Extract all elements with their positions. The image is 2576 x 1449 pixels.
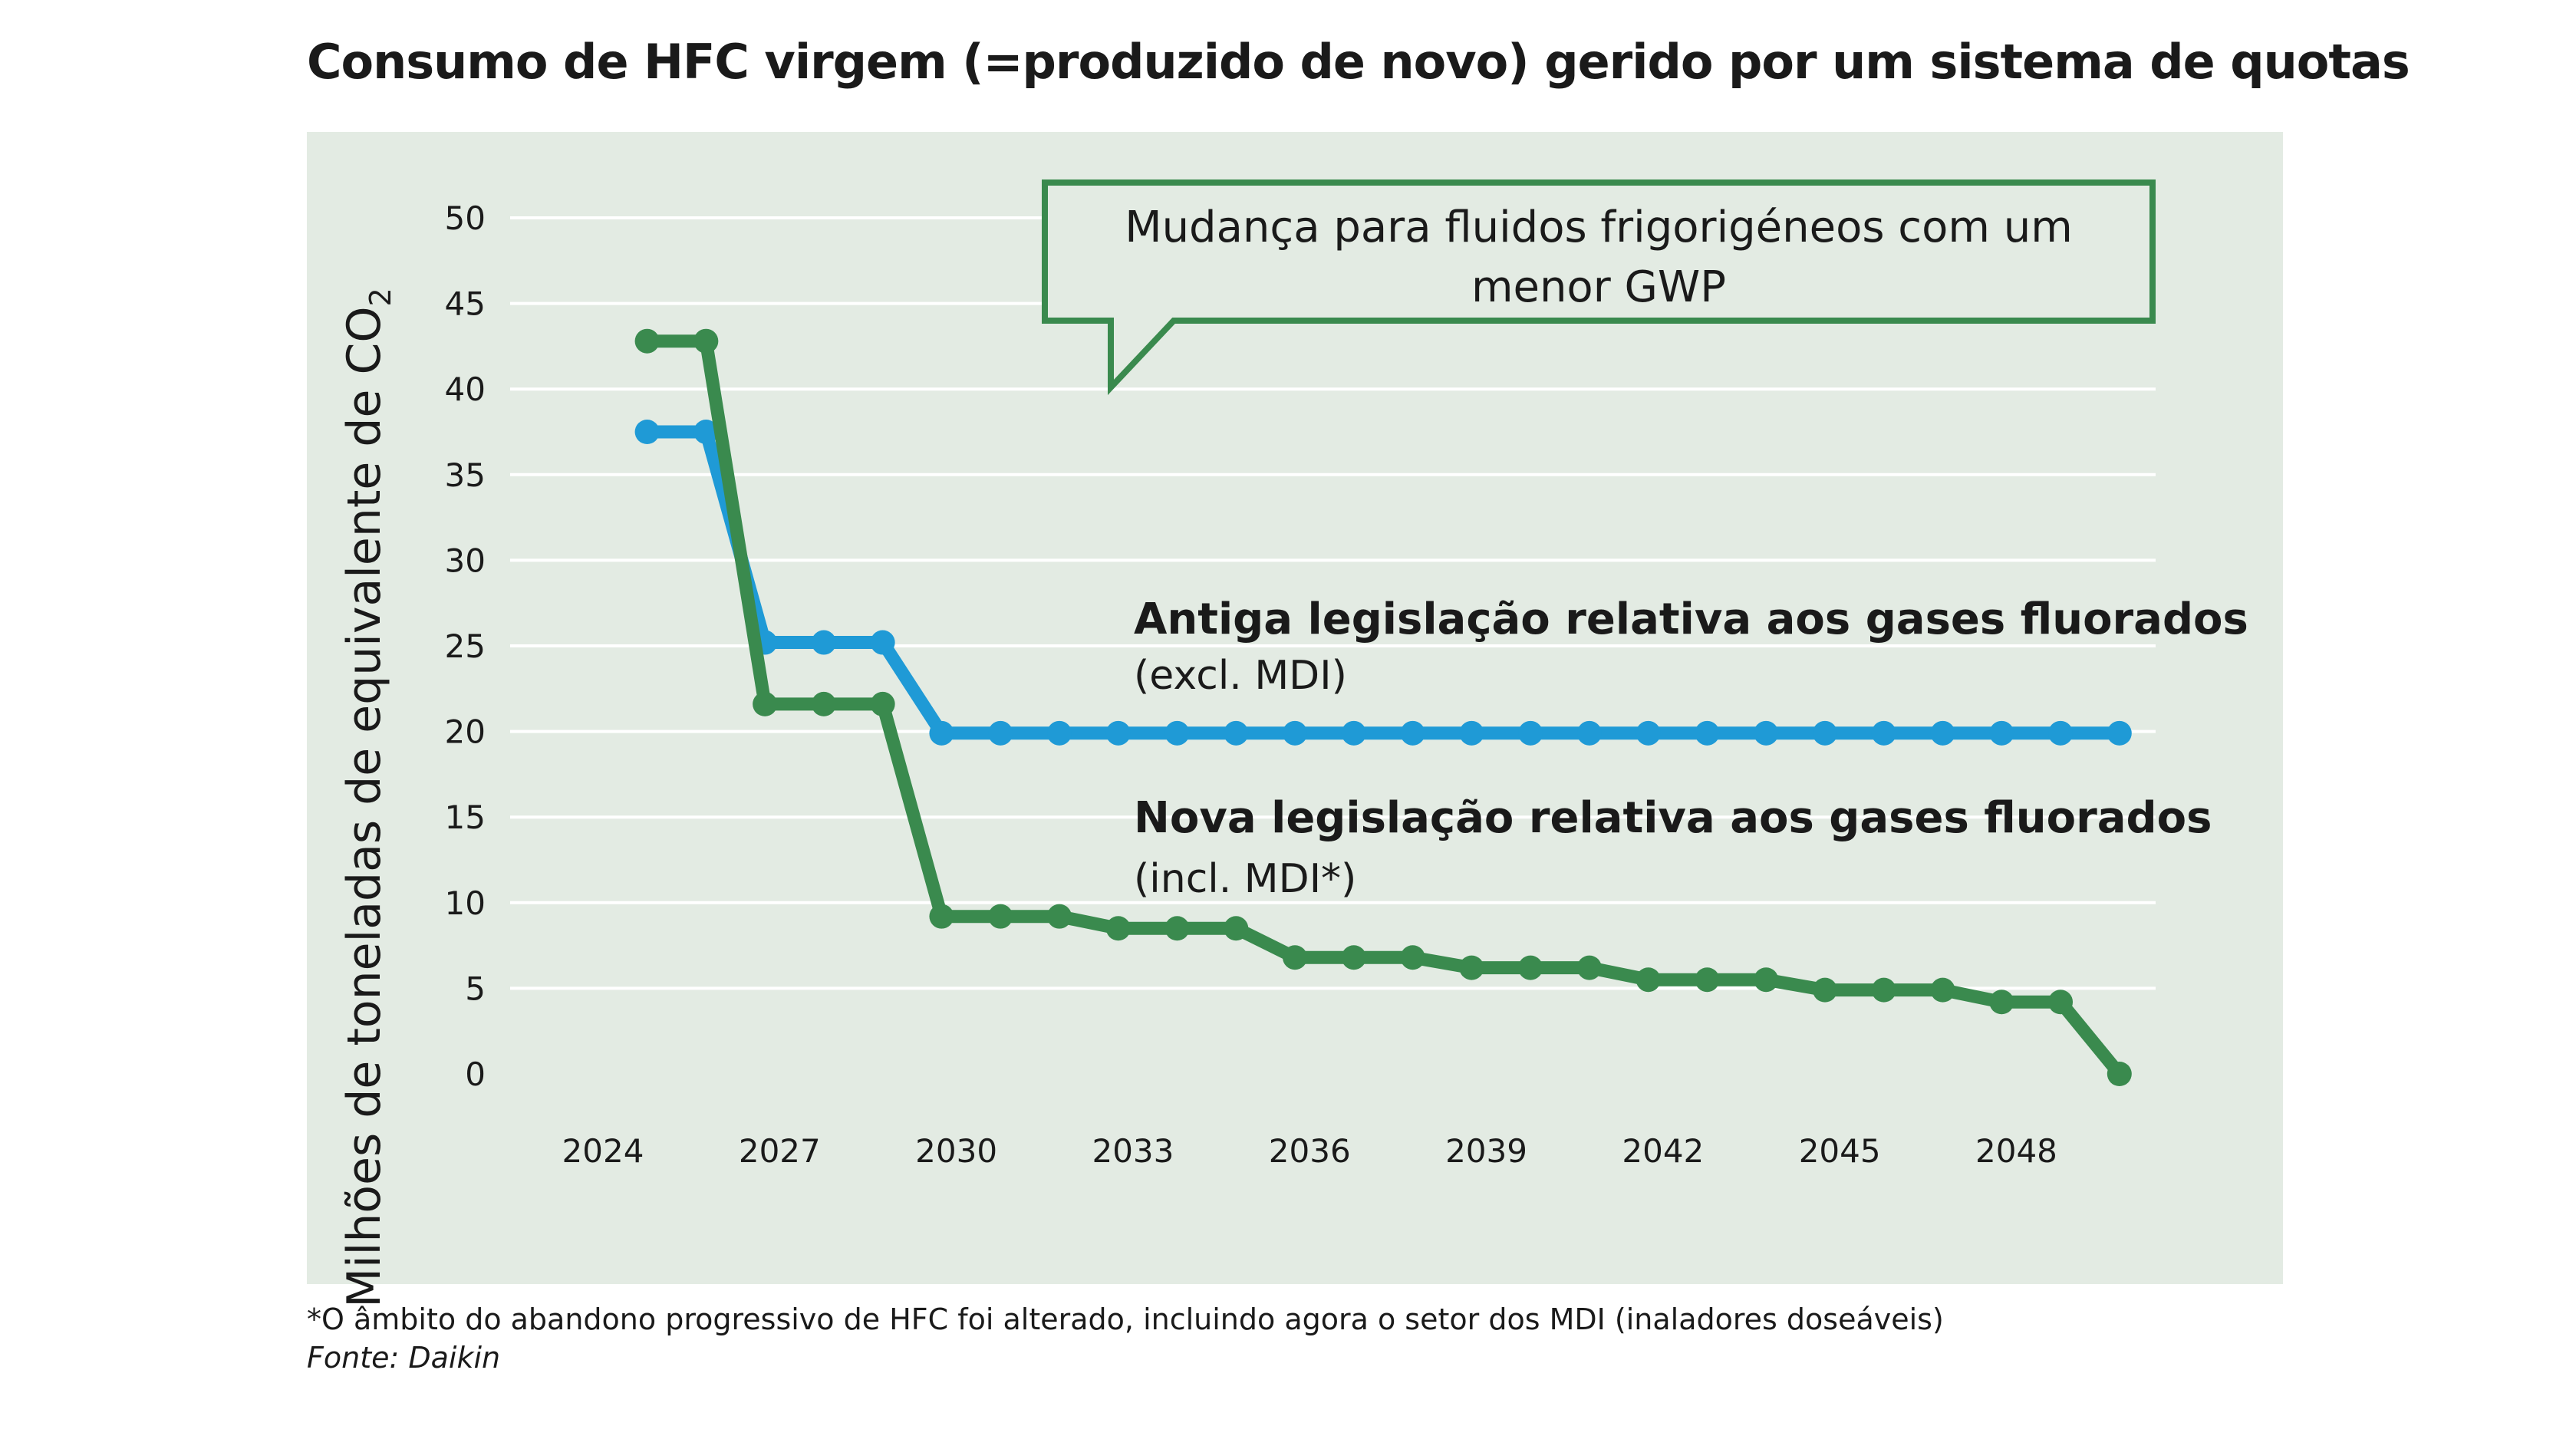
x-tick-label: 2048	[1975, 1132, 2057, 1170]
data-point	[1518, 955, 1543, 980]
data-point	[1754, 720, 1779, 746]
y-tick-label: 0	[465, 1055, 486, 1093]
data-point	[1283, 945, 1308, 970]
data-point	[1105, 720, 1131, 746]
data-point	[1754, 967, 1779, 993]
data-point	[1224, 720, 1249, 746]
data-point	[753, 691, 778, 716]
data-point	[1989, 720, 2014, 746]
data-point	[1341, 945, 1366, 970]
data-point	[1989, 990, 2014, 1015]
data-point	[1164, 720, 1190, 746]
data-point	[870, 691, 895, 716]
data-point	[634, 420, 660, 444]
y-tick-label: 20	[445, 713, 486, 751]
data-point	[1046, 904, 1072, 929]
legend-old-name: Antiga legislação relativa aos gases flu…	[1134, 594, 2248, 644]
data-point	[1400, 945, 1425, 970]
x-tick-label: 2030	[915, 1132, 997, 1170]
y-axis-label: Milhões de toneladas de equivalente de C…	[338, 288, 397, 1308]
data-point	[1518, 720, 1543, 746]
data-point	[870, 630, 895, 655]
data-point	[1930, 720, 1955, 746]
series-line	[641, 425, 2126, 740]
data-point	[1576, 955, 1602, 980]
y-axis-ticks: 0 5 10 15 20 25 30 35 40 45 50	[445, 199, 486, 1093]
callout-box	[1042, 179, 2156, 396]
data-point	[929, 720, 954, 746]
y-tick-label: 25	[445, 627, 486, 665]
data-point	[1224, 916, 1249, 941]
data-point	[1695, 720, 1720, 746]
data-point	[1046, 720, 1072, 746]
legend-new-name: Nova legislação relativa aos gases fluor…	[1134, 793, 2212, 843]
data-point	[1636, 720, 1661, 746]
data-point	[1459, 720, 1484, 746]
legend-new-subtitle: (incl. MDI*)	[1134, 856, 1356, 902]
x-axis-ticks: 2024 2027 2030 2033 2036 2039 2042 2045 2048	[562, 1132, 2057, 1170]
data-point	[1930, 977, 1955, 1003]
y-tick-label: 40	[445, 370, 486, 408]
data-point	[811, 691, 836, 716]
chart-panel	[307, 132, 2283, 1284]
data-point	[1576, 720, 1602, 746]
data-point	[1283, 720, 1308, 746]
data-point	[1164, 916, 1190, 941]
callout: Mudança para fluidos frigorigéneos com u…	[1042, 179, 2156, 396]
data-point	[693, 420, 719, 444]
data-point	[811, 630, 836, 655]
data-point	[1812, 720, 1837, 746]
x-tick-label: 2042	[1622, 1132, 1704, 1170]
x-tick-label: 2027	[739, 1132, 821, 1170]
x-tick-label: 2033	[1092, 1132, 1174, 1170]
data-point	[1341, 720, 1366, 746]
data-point	[2048, 990, 2074, 1015]
x-tick-label: 2024	[562, 1132, 644, 1170]
footnote: *O âmbito do abandono progressivo de HFC…	[307, 1302, 1944, 1336]
x-tick-label: 2036	[1269, 1132, 1351, 1170]
data-point	[634, 328, 660, 354]
source-note: Fonte: Daikin	[307, 1341, 501, 1375]
data-point	[1105, 916, 1131, 941]
chart-title: Consumo de HFC virgem (=produzido de nov…	[307, 34, 2410, 90]
data-point	[988, 904, 1013, 929]
y-tick-label: 30	[445, 542, 486, 579]
data-point	[988, 720, 1013, 746]
data-point	[1871, 977, 1896, 1003]
data-point	[2107, 1062, 2132, 1086]
series-old-legislation	[634, 420, 2132, 746]
callout-text-line2: menor GWP	[1471, 262, 1726, 312]
y-tick-label: 45	[445, 285, 486, 323]
data-point	[1812, 977, 1837, 1003]
data-point	[929, 904, 954, 929]
data-point	[2048, 720, 2074, 746]
x-tick-label: 2039	[1445, 1132, 1527, 1170]
y-tick-label: 10	[445, 884, 486, 922]
data-point	[1636, 967, 1661, 993]
series-line	[641, 334, 2126, 1081]
legend-old-subtitle: (excl. MDI)	[1134, 653, 1347, 699]
data-point	[1400, 720, 1425, 746]
y-tick-label: 5	[465, 970, 486, 1007]
data-point	[1695, 967, 1720, 993]
data-point	[2107, 720, 2132, 746]
x-tick-label: 2045	[1799, 1132, 1881, 1170]
data-point	[693, 328, 719, 354]
y-tick-label: 35	[445, 456, 486, 494]
data-point	[1459, 955, 1484, 980]
series-new-legislation	[634, 328, 2132, 1086]
data-point	[1871, 720, 1896, 746]
y-tick-label: 15	[445, 799, 486, 836]
y-tick-label: 50	[445, 199, 486, 237]
callout-text-line1: Mudança para fluidos frigorigéneos com u…	[1125, 203, 2073, 252]
